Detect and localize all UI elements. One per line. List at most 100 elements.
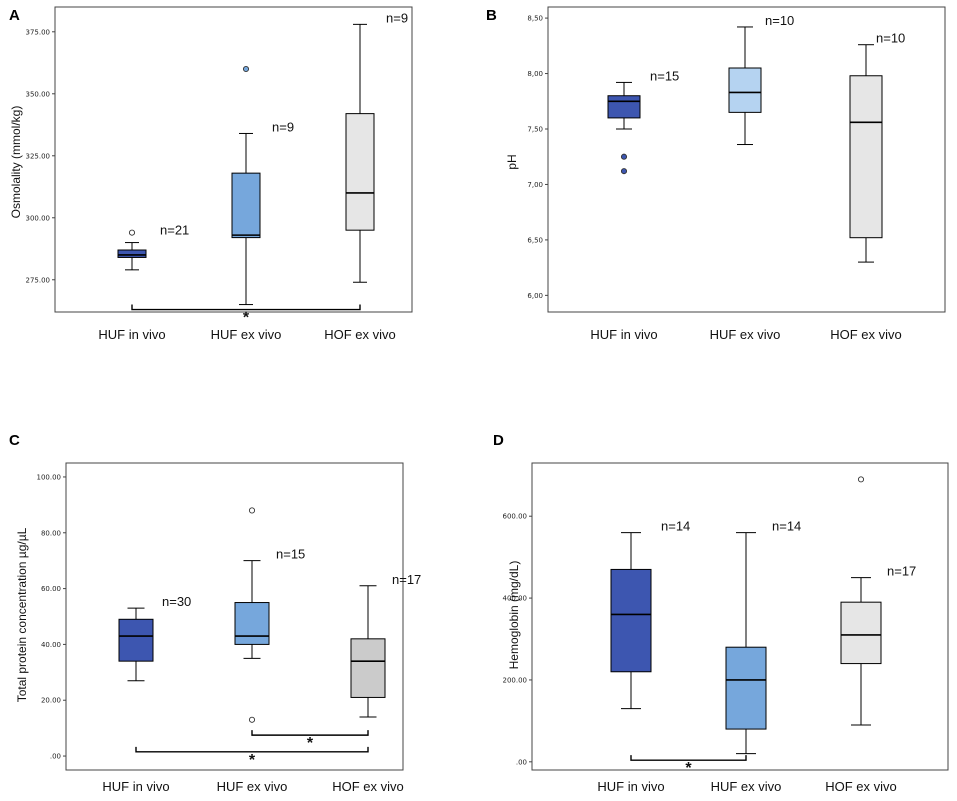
box-iqr [345,113,375,231]
y-tick-label: 6,50 [527,236,543,244]
box-1: n=30 [118,594,191,682]
box-3: n=17 [350,572,421,718]
box-iqr [610,568,652,673]
x-tick-label: HUF in vivo [597,779,664,794]
plot-frame [65,462,404,771]
box-iqr [118,618,154,662]
box-2: n=9 [231,65,294,306]
box-iqr [728,67,762,113]
significance-star: * [307,735,314,752]
panel-letter: D [493,432,504,449]
n-label: n=30 [162,594,191,609]
significance-star: * [249,752,256,769]
box-2: n=10 [728,13,794,146]
panel-b: B 6,00 6,50 7,00 7,50 8,00 8,50 pH HUF in vivo HU… [486,6,946,342]
x-tick-label: HOF ex vivo [332,779,404,794]
box-iqr [840,601,882,665]
y-tick-label: 40.00 [41,641,61,649]
panel-c: C .00 20.00 40.00 60.00 80.00 100.00 Total prot… [9,432,421,794]
outlier-point [242,65,250,73]
n-label: n=14 [661,519,690,534]
x-tick-label: HUF in vivo [590,327,657,342]
box-3: n=10 [849,31,905,263]
y-axis-label: Total protein concentration µg/µL [15,527,29,702]
significance-star: * [685,760,692,777]
box-2: n=14 [725,519,801,755]
n-label: n=14 [772,519,801,534]
box-iqr [849,75,883,239]
y-tick-label: 80.00 [41,529,61,537]
n-label: n=15 [650,68,679,83]
box-iqr [607,95,641,119]
x-tick-label: HUF in vivo [98,327,165,342]
y-tick-label: 400.00 [503,595,528,603]
outlier-point [620,153,628,160]
y-tick-label: 8,50 [527,15,543,23]
y-axis-label: pH [505,154,519,169]
y-tick-label: 60.00 [41,585,61,593]
y-tick-label: 100.00 [37,473,62,481]
y-tick-label: 7,50 [527,126,543,134]
x-tick-label: HUF ex vivo [211,327,282,342]
n-label: n=10 [765,13,794,28]
n-label: n=10 [876,31,905,46]
panel-d: D .00 200.00 400.00 600.00 Hemoglobin (mg/dL)… [493,432,949,794]
box-1: n=14 [610,519,690,710]
box-1: n=15 [607,68,679,175]
box-2: n=15 [234,507,305,723]
bracket-line [251,730,369,736]
x-tick-label: HUF ex vivo [711,779,782,794]
n-label: n=15 [276,547,305,562]
y-tick-label: 325.00 [26,152,51,160]
n-label: n=21 [160,223,189,238]
n-label: n=17 [887,564,916,579]
x-tick-label: HOF ex vivo [825,779,897,794]
y-axis-label: Hemoglobin (mg/dL) [507,561,521,670]
plot-frame [54,6,413,313]
box-iqr [117,249,147,258]
outlier-point [620,168,628,175]
y-tick-label: 600.00 [503,513,528,521]
y-tick-label: 20.00 [41,697,61,705]
bracket-line [131,304,361,311]
x-tick-label: HOF ex vivo [324,327,396,342]
n-label: n=17 [392,572,421,587]
box-1: n=21 [117,223,189,271]
box-iqr [234,602,270,645]
panel-letter: A [9,7,20,24]
y-tick-label: 8,00 [527,70,543,78]
box-iqr [350,638,386,698]
y-tick-label: 300.00 [26,214,51,222]
x-tick-label: HUF in vivo [102,779,169,794]
box-3: n=9 [345,10,408,283]
bracket-line [135,746,369,753]
panel-letter: B [486,7,497,24]
outlier-point [248,507,256,514]
y-tick-label: 275.00 [26,276,51,284]
box-3: n=17 [840,476,916,726]
y-tick-label: 375.00 [26,28,51,36]
y-axis-label: Osmolality (mmol/kg) [9,106,23,219]
n-label: n=9 [272,119,294,134]
x-tick-label: HUF ex vivo [217,779,288,794]
panel-letter: C [9,432,20,449]
box-iqr [231,172,261,239]
y-tick-label: .00 [516,758,527,766]
x-tick-label: HUF ex vivo [710,327,781,342]
significance-bracket: * [630,755,747,777]
plot-frame [547,6,946,313]
significance-star: * [243,310,250,327]
y-tick-label: .00 [50,753,61,761]
plot-frame [531,462,949,771]
x-tick-label: HOF ex vivo [830,327,902,342]
y-tick-label: 7,00 [527,181,543,189]
panel-a: A 275.00 300.00 325.00 350.00 375.00 Osmolalit… [9,6,413,342]
outlier-point [128,229,136,236]
y-tick-label: 6,00 [527,292,543,300]
significance-bracket: * [251,730,369,752]
significance-bracket: * [135,746,369,769]
y-tick-label: 350.00 [26,90,51,98]
bracket-line [630,755,747,761]
box-iqr [725,646,767,730]
